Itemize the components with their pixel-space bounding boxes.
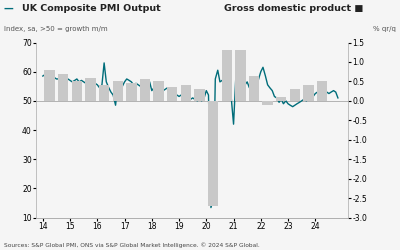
Bar (99, 85, 109, 101)
Bar (262, 101, 273, 105)
Text: % qr/q: % qr/q (373, 26, 396, 32)
Bar (58, 74, 68, 101)
Bar (290, 89, 300, 101)
Bar (222, 50, 232, 101)
Bar (303, 85, 314, 101)
Bar (126, 83, 136, 101)
Bar (208, 101, 218, 206)
Bar (276, 97, 286, 101)
Bar (181, 85, 191, 101)
Bar (235, 50, 246, 101)
Text: UK Composite PMI Output: UK Composite PMI Output (22, 4, 161, 13)
Bar (85, 78, 96, 101)
Bar (112, 82, 123, 101)
Bar (317, 82, 327, 101)
Bar (72, 82, 82, 101)
Bar (249, 76, 259, 101)
Bar (194, 89, 205, 101)
Bar (154, 82, 164, 101)
Text: Gross domestic product ■: Gross domestic product ■ (224, 4, 363, 13)
Text: —: — (4, 4, 14, 14)
Text: Index, sa, >50 = growth m/m: Index, sa, >50 = growth m/m (4, 26, 108, 32)
Bar (44, 70, 55, 101)
Text: Sources: S&P Global PMI, ONS via S&P Global Market Intelligence. © 2024 S&P Glob: Sources: S&P Global PMI, ONS via S&P Glo… (4, 242, 260, 248)
Bar (167, 87, 178, 101)
Bar (140, 80, 150, 101)
